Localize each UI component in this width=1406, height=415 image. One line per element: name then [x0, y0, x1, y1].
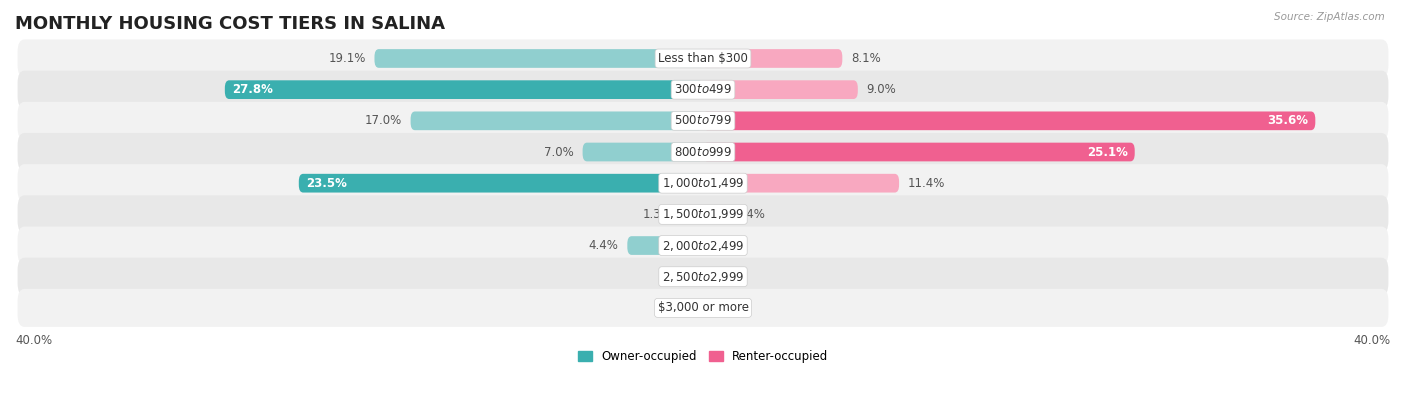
FancyBboxPatch shape	[18, 289, 1388, 327]
FancyBboxPatch shape	[703, 143, 1135, 161]
Text: MONTHLY HOUSING COST TIERS IN SALINA: MONTHLY HOUSING COST TIERS IN SALINA	[15, 15, 446, 33]
FancyBboxPatch shape	[411, 112, 703, 130]
Text: $500 to $799: $500 to $799	[673, 114, 733, 127]
FancyBboxPatch shape	[18, 195, 1388, 233]
Text: $3,000 or more: $3,000 or more	[658, 301, 748, 315]
FancyBboxPatch shape	[627, 236, 703, 255]
Text: $1,000 to $1,499: $1,000 to $1,499	[662, 176, 744, 190]
FancyBboxPatch shape	[703, 205, 727, 224]
Text: 4.4%: 4.4%	[589, 239, 619, 252]
Text: Source: ZipAtlas.com: Source: ZipAtlas.com	[1274, 12, 1385, 22]
Text: 7.0%: 7.0%	[544, 146, 574, 159]
Text: 19.1%: 19.1%	[329, 52, 366, 65]
Text: 17.0%: 17.0%	[364, 114, 402, 127]
FancyBboxPatch shape	[703, 80, 858, 99]
Text: 27.8%: 27.8%	[232, 83, 273, 96]
Text: Less than $300: Less than $300	[658, 52, 748, 65]
FancyBboxPatch shape	[18, 39, 1388, 78]
FancyBboxPatch shape	[18, 133, 1388, 171]
Text: 1.4%: 1.4%	[735, 208, 765, 221]
FancyBboxPatch shape	[299, 174, 703, 193]
Text: $800 to $999: $800 to $999	[673, 146, 733, 159]
Text: 0.0%: 0.0%	[665, 270, 695, 283]
Legend: Owner-occupied, Renter-occupied: Owner-occupied, Renter-occupied	[572, 346, 834, 368]
FancyBboxPatch shape	[18, 227, 1388, 264]
Text: 23.5%: 23.5%	[305, 177, 346, 190]
Text: 0.0%: 0.0%	[711, 301, 741, 315]
FancyBboxPatch shape	[374, 49, 703, 68]
FancyBboxPatch shape	[18, 258, 1388, 296]
Text: 11.4%: 11.4%	[908, 177, 945, 190]
Text: 40.0%: 40.0%	[1354, 334, 1391, 347]
Text: 0.0%: 0.0%	[711, 270, 741, 283]
Text: 8.1%: 8.1%	[851, 52, 880, 65]
FancyBboxPatch shape	[703, 174, 898, 193]
Text: $2,000 to $2,499: $2,000 to $2,499	[662, 239, 744, 253]
Text: $1,500 to $1,999: $1,500 to $1,999	[662, 208, 744, 221]
Text: 25.1%: 25.1%	[1087, 146, 1128, 159]
FancyBboxPatch shape	[225, 80, 703, 99]
FancyBboxPatch shape	[18, 102, 1388, 140]
Text: 0.0%: 0.0%	[665, 301, 695, 315]
Text: $2,500 to $2,999: $2,500 to $2,999	[662, 270, 744, 284]
FancyBboxPatch shape	[582, 143, 703, 161]
Text: 0.0%: 0.0%	[711, 239, 741, 252]
Text: 1.3%: 1.3%	[643, 208, 672, 221]
Text: $300 to $499: $300 to $499	[673, 83, 733, 96]
Text: 9.0%: 9.0%	[866, 83, 896, 96]
FancyBboxPatch shape	[703, 49, 842, 68]
Text: 40.0%: 40.0%	[15, 334, 52, 347]
FancyBboxPatch shape	[18, 71, 1388, 109]
FancyBboxPatch shape	[681, 205, 703, 224]
FancyBboxPatch shape	[18, 164, 1388, 202]
FancyBboxPatch shape	[703, 112, 1316, 130]
Text: 35.6%: 35.6%	[1267, 114, 1309, 127]
